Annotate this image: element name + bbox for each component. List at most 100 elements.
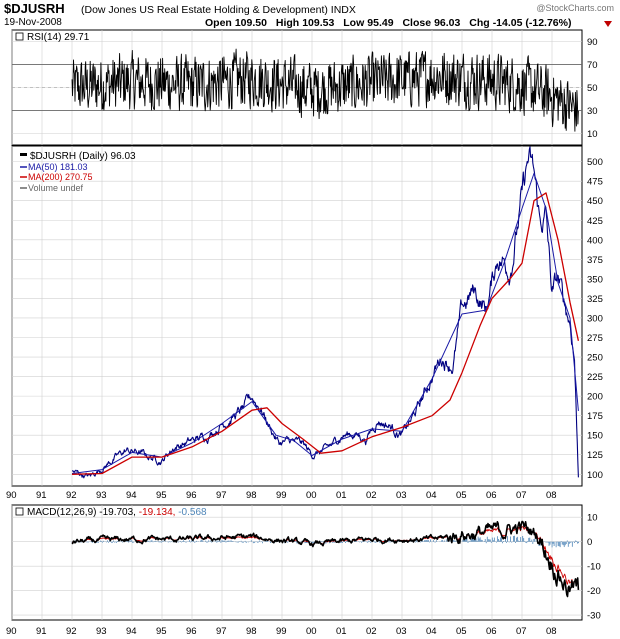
macd-x-tick-label: 00	[306, 626, 317, 637]
chart-header: $DJUSRH (Dow Jones US Real Estate Holdin…	[0, 0, 620, 30]
price-x-tick-label: 03	[396, 490, 407, 501]
macd-x-tick-label: 96	[186, 626, 197, 637]
price-x-tick-label: 02	[366, 490, 377, 501]
price-panel: 100 125 150 175 200 225 250 275 300 325 350 375 400 4…	[6, 145, 603, 501]
panel-frame	[11, 504, 583, 621]
change-label: Chg	[469, 17, 490, 29]
high-value: 109.53	[302, 17, 335, 29]
down-arrow-icon	[604, 21, 612, 27]
price-x-tick-label: 96	[186, 490, 197, 501]
macd-x-tick-label: 98	[246, 626, 257, 637]
macd-x-tick-label: 08	[546, 626, 557, 637]
rsi-tick-label: 10	[587, 129, 598, 140]
price-tick-label: 450	[587, 196, 603, 207]
price-tick-label: 275	[587, 333, 603, 344]
price-x-tick-label: 08	[546, 490, 557, 501]
macd-value: -0.568	[178, 507, 207, 518]
price-tick-label: 125	[587, 450, 603, 461]
legend-entry: $DJUSRH (Daily) 96.03	[30, 151, 136, 162]
price-x-tick-label: 06	[486, 490, 497, 501]
macd-x-tick-label: 06	[486, 626, 497, 637]
price-x-tick-label: 04	[426, 490, 437, 501]
close-label: Close	[402, 17, 432, 29]
macd-label-name: MACD(12,26,9)	[27, 507, 99, 518]
price-x-tick-label: 93	[96, 490, 107, 501]
price-tick-label: 325	[587, 294, 603, 305]
price-tick-label: 200	[587, 392, 603, 403]
low-label: Low	[343, 17, 365, 29]
open-label: Open	[205, 17, 232, 29]
rsi-tick-label: 30	[587, 106, 598, 117]
macd-line	[71, 520, 580, 598]
macd-x-tick-label: 99	[276, 626, 287, 637]
change-value: -14.05 (-12.76%)	[492, 17, 572, 29]
price-tick-label: 300	[587, 313, 603, 324]
price-x-tick-label: 98	[246, 490, 257, 501]
macd-x-tick-label: 02	[366, 626, 377, 637]
legend-swatch	[20, 153, 27, 156]
price-tick-label: 225	[587, 372, 603, 383]
ticker-symbol: $DJUSRH	[4, 1, 65, 16]
price-tick-label: 175	[587, 411, 603, 422]
macd-label: MACD(12,26,9) -19.703, -19.134, -0.568	[27, 507, 207, 518]
rsi-tick-label: 70	[587, 60, 598, 71]
price-x-tick-label: 00	[306, 490, 317, 501]
macd-tick-label: -20	[587, 586, 601, 597]
rsi-tick-label: 50	[587, 83, 598, 94]
price-x-tick-label: 90	[6, 490, 17, 501]
price-line	[71, 146, 579, 479]
quote-summary: Open 109.50 High 109.53 Low 95.49 Close 96.0…	[205, 17, 577, 29]
legend-entry: Volume undef	[28, 183, 84, 193]
price-x-tick-label: 07	[516, 490, 527, 501]
price-x-tick-label: 95	[156, 490, 167, 501]
price-x-tick-label: 91	[36, 490, 47, 501]
macd-x-tick-label: 92	[66, 626, 77, 637]
open-value: 109.50	[234, 17, 267, 29]
price-tick-label: 400	[587, 235, 603, 246]
legend-entry: MA(200) 270.75	[28, 172, 93, 182]
price-tick-label: 475	[587, 177, 603, 188]
price-tick-label: 425	[587, 216, 603, 227]
price-x-tick-label: 01	[336, 490, 347, 501]
macd-x-tick-label: 97	[216, 626, 227, 637]
price-tick-label: 350	[587, 274, 603, 285]
macd-tick-label: 10	[587, 513, 598, 524]
close-value: 96.03	[434, 17, 461, 29]
macd-legend-swatch	[15, 507, 24, 516]
macd-x-tick-label: 93	[96, 626, 107, 637]
macd-value: -19.703,	[99, 507, 138, 518]
macd-panel: -30 -20 -10 0 10 90 91 92 93 94 95 96 97 98 99 00 01 02 03…	[6, 504, 601, 637]
price-x-tick-label: 99	[276, 490, 287, 501]
macd-tick-label: -30	[587, 611, 601, 622]
price-tick-label: 250	[587, 353, 603, 364]
macd-tick-label: 0	[587, 537, 592, 548]
price-x-tick-label: 05	[456, 490, 467, 501]
ticker-description: (Dow Jones US Real Estate Holding & Deve…	[81, 4, 356, 16]
price-x-tick-label: 97	[216, 490, 227, 501]
ma50-line	[71, 172, 579, 474]
panel-frame	[11, 145, 583, 487]
rsi-line	[71, 48, 579, 132]
macd-x-tick-label: 07	[516, 626, 527, 637]
rsi-panel: 10 30 50 70 90 RSI(14) 29.71	[11, 29, 598, 146]
price-x-tick-label: 94	[126, 490, 137, 501]
price-x-tick-label: 92	[66, 490, 77, 501]
legend-entry: MA(50) 181.03	[28, 162, 88, 172]
rsi-tick-label: 90	[587, 37, 598, 48]
macd-x-tick-label: 91	[36, 626, 47, 637]
ma200-line	[71, 192, 580, 475]
quote-date: 19-Nov-2008	[4, 17, 62, 28]
macd-x-tick-label: 90	[6, 626, 17, 637]
price-tick-label: 100	[587, 470, 603, 481]
price-tick-label: 500	[587, 157, 603, 168]
macd-x-tick-label: 05	[456, 626, 467, 637]
stockcharts-watermark: @StockCharts.com	[536, 3, 614, 13]
macd-x-tick-label: 04	[426, 626, 437, 637]
macd-x-tick-label: 01	[336, 626, 347, 637]
low-value: 95.49	[367, 17, 394, 29]
price-tick-label: 150	[587, 431, 603, 442]
price-tick-label: 375	[587, 255, 603, 266]
macd-x-tick-label: 95	[156, 626, 167, 637]
rsi-legend-swatch	[15, 32, 24, 41]
